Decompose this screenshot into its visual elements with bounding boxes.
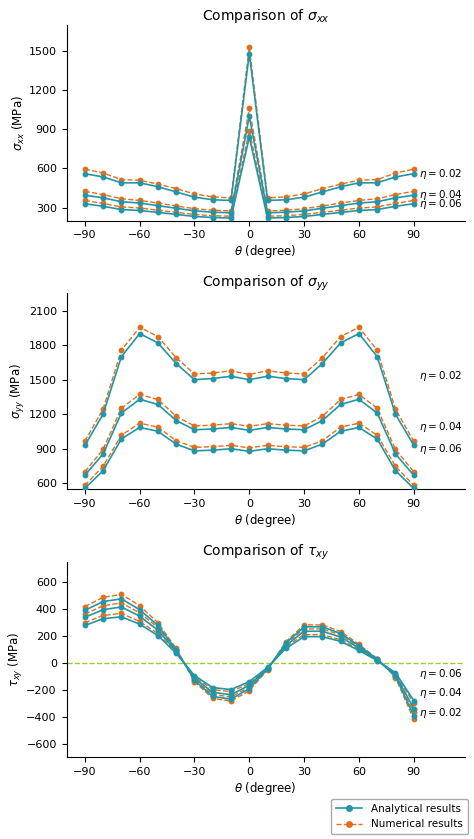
X-axis label: $\theta$ (degree): $\theta$ (degree) (235, 512, 297, 529)
Text: $\eta = 0.06$: $\eta = 0.06$ (419, 442, 463, 456)
Text: $\eta = 0.04$: $\eta = 0.04$ (419, 420, 463, 435)
Text: $\eta = 0.02$: $\eta = 0.02$ (419, 167, 463, 180)
Text: $\eta = 0.04$: $\eta = 0.04$ (419, 685, 463, 700)
Legend: Analytical results, Numerical results: Analytical results, Numerical results (331, 799, 468, 835)
Y-axis label: $\sigma_{yy}$ (MPa): $\sigma_{yy}$ (MPa) (9, 363, 27, 420)
Title: Comparison of $\sigma_{yy}$: Comparison of $\sigma_{yy}$ (202, 274, 329, 294)
Text: $\eta = 0.04$: $\eta = 0.04$ (419, 188, 463, 202)
X-axis label: $\theta$ (degree): $\theta$ (degree) (235, 780, 297, 797)
Title: Comparison of $\tau_{xy}$: Comparison of $\tau_{xy}$ (202, 543, 329, 562)
Text: $\eta = 0.02$: $\eta = 0.02$ (419, 706, 463, 720)
Y-axis label: $\tau_{xy}$ (MPa): $\tau_{xy}$ (MPa) (7, 632, 25, 687)
Y-axis label: $\sigma_{xx}$ (MPa): $\sigma_{xx}$ (MPa) (11, 95, 27, 151)
Text: $\eta = 0.02$: $\eta = 0.02$ (419, 369, 463, 383)
X-axis label: $\theta$ (degree): $\theta$ (degree) (235, 243, 297, 260)
Title: Comparison of $\sigma_{xx}$: Comparison of $\sigma_{xx}$ (202, 7, 329, 25)
Text: $\eta = 0.06$: $\eta = 0.06$ (419, 667, 463, 680)
Text: $\eta = 0.06$: $\eta = 0.06$ (419, 196, 463, 211)
